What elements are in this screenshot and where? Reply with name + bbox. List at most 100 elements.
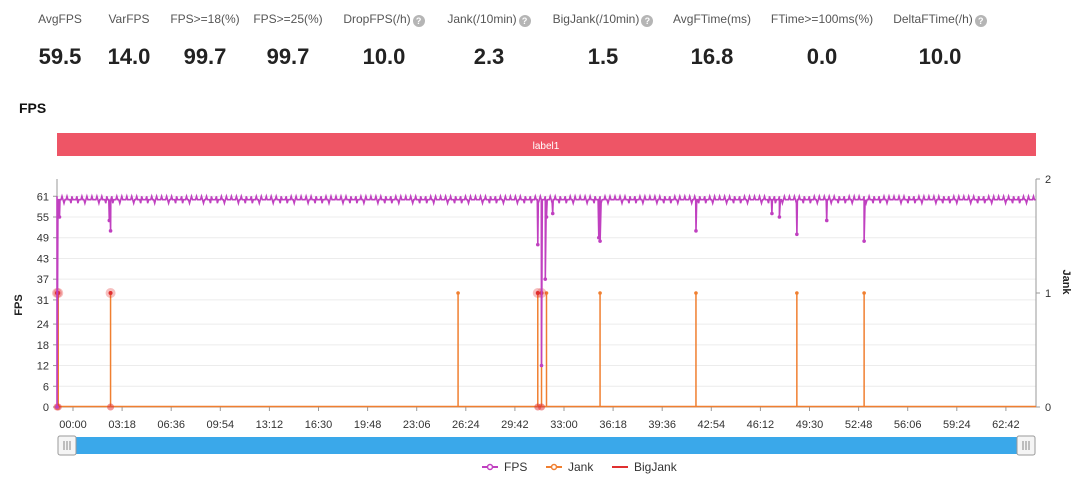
fps-point[interactable] (55, 405, 59, 409)
bigjank-base-point (538, 403, 546, 411)
stat-value: 2.3 (473, 44, 505, 69)
fps-point[interactable] (550, 211, 555, 216)
zoom-slider-track[interactable] (68, 437, 1026, 454)
fps-point[interactable] (535, 242, 540, 247)
stat-label-text: BigJank(/10min) (552, 12, 640, 26)
stat-label: DeltaFTime(/h)? (880, 10, 1000, 28)
zoom-slider[interactable] (57, 435, 1036, 456)
stat-label-text: DeltaFTime(/h) (893, 12, 973, 26)
y-left-tick-label: 0 (43, 402, 49, 414)
stat-1: VarFPS 14.0 (69, 10, 189, 70)
fps-point[interactable] (108, 229, 113, 233)
legend-label: BigJank (634, 460, 678, 474)
x-tick-label: 39:36 (648, 419, 676, 431)
fps-point[interactable] (770, 211, 774, 216)
stat-label-text: VarFPS (108, 12, 150, 26)
x-tick-label: 36:18 (599, 419, 627, 431)
stats-bar: AvgFPS 59.5 VarFPS 14.0 FPS>=18(%) 99.7 FPS>=2… (0, 10, 1080, 80)
jank-point[interactable] (795, 291, 799, 295)
stat-label: AvgFTime(ms) (652, 10, 772, 28)
x-tick-label: 59:24 (943, 419, 971, 431)
help-icon[interactable]: ? (518, 15, 531, 27)
stat-5: Jank(/10min)? 2.3 (429, 10, 549, 70)
stat-6: BigJank(/10min)? 1.5 (543, 10, 663, 70)
stat-value: 16.8 (690, 44, 734, 69)
fps-point[interactable] (539, 363, 544, 368)
stat-value: 10.0 (918, 44, 962, 69)
fps-point[interactable] (777, 215, 782, 219)
x-tick-label: 09:54 (207, 419, 235, 431)
y-right-tick-label: 2 (1045, 174, 1051, 186)
x-tick-label: 42:54 (698, 419, 726, 431)
jank-point[interactable] (694, 291, 698, 295)
fps-point[interactable] (598, 239, 602, 243)
y-left-tick-label: 18 (37, 340, 49, 352)
y-left-tick-label: 43 (37, 253, 49, 265)
jank-point[interactable] (862, 291, 866, 295)
stat-label: FPS>=25(%) (228, 10, 348, 28)
section-title: FPS (19, 100, 47, 116)
fps-series (55, 193, 1036, 409)
bigjank-core (535, 291, 540, 295)
x-tick-label: 49:30 (796, 419, 824, 431)
fps-point[interactable] (795, 232, 799, 237)
fps-line[interactable] (56, 193, 1036, 408)
x-tick-label: 23:06 (403, 419, 431, 431)
legend-item-bigjank[interactable]: BigJank (612, 460, 678, 474)
stat-label-text: FTime>=100ms(%) (770, 12, 874, 26)
stat-label-text: FPS>=25(%) (253, 12, 323, 26)
stat-value: 0.0 (806, 44, 838, 69)
fps-point[interactable] (694, 229, 698, 233)
legend-item-jank[interactable]: Jank (546, 460, 594, 474)
bigjank-core (108, 291, 113, 295)
help-icon[interactable]: ? (974, 15, 987, 27)
stat-value: 1.5 (587, 44, 619, 69)
fps-point[interactable] (824, 218, 829, 223)
stat-value: 10.0 (362, 44, 406, 69)
label-band[interactable] (57, 133, 1036, 156)
y-left-tick-label: 61 (37, 191, 49, 203)
stat-label: AvgFPS (0, 10, 120, 28)
stat-value: 99.7 (266, 44, 310, 69)
jank-series (56, 291, 1036, 408)
x-tick-label: 13:12 (256, 419, 284, 431)
y-right-tick-label: 1 (1045, 288, 1051, 300)
x-tick-label: 03:18 (108, 419, 136, 431)
legend-item-fps[interactable]: FPS (482, 460, 527, 474)
legend-label: Jank (568, 460, 594, 474)
y-left-tick-label: 37 (37, 274, 49, 286)
fps-point[interactable] (543, 277, 548, 281)
jank-point[interactable] (456, 291, 460, 295)
legend-swatch-dot (550, 463, 558, 471)
y-left-tick-label: 55 (37, 212, 49, 224)
fps-point[interactable] (57, 215, 62, 219)
y-left-tick-label: 31 (37, 295, 49, 307)
fps-point[interactable] (862, 239, 866, 243)
x-tick-label: 52:48 (845, 419, 873, 431)
x-tick-label: 19:48 (354, 419, 382, 431)
stat-value: 99.7 (183, 44, 227, 69)
stat-8: FTime>=100ms(%) 0.0 (762, 10, 882, 70)
help-icon[interactable]: ? (641, 15, 654, 27)
jank-point[interactable] (544, 291, 549, 295)
legend: FPS Jank BigJank (482, 460, 678, 474)
stat-4: DropFPS(/h)? 10.0 (324, 10, 444, 70)
help-icon[interactable]: ? (412, 15, 425, 27)
y-left-tick-label: 6 (43, 381, 49, 393)
y-left-tick-label: 49 (37, 233, 49, 245)
stat-9: DeltaFTime(/h)? 10.0 (880, 10, 1000, 70)
x-tick-label: 46:12 (747, 419, 775, 431)
stat-label: Jank(/10min)? (429, 10, 549, 28)
fps-point[interactable] (597, 235, 601, 240)
stat-label: DropFPS(/h)? (324, 10, 444, 28)
x-tick-label: 16:30 (305, 419, 333, 431)
jank-point[interactable] (598, 291, 602, 295)
stat-value: 59.5 (38, 44, 82, 69)
y-left-tick-label: 12 (37, 361, 49, 373)
stat-label: BigJank(/10min)? (543, 10, 663, 28)
stat-label-text: FPS>=18(%) (170, 12, 240, 26)
stat-7: AvgFTime(ms) 16.8 (652, 10, 772, 70)
fps-point[interactable] (544, 215, 549, 219)
fps-point[interactable] (107, 218, 112, 223)
